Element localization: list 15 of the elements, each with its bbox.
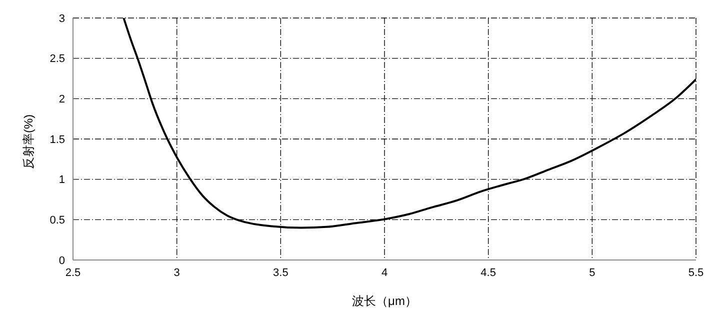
y-tick-label: 0.5 [50, 214, 65, 227]
x-tick-label: 4 [381, 266, 388, 279]
x-tick-label: 5 [589, 266, 596, 279]
x-axis-title: 波长（μm） [352, 294, 417, 308]
y-tick-label: 0 [58, 254, 65, 267]
x-tick-label: 3 [174, 266, 180, 279]
y-tick-label: 2.5 [50, 53, 65, 66]
x-tick-label: 3.5 [273, 266, 288, 279]
y-tick-label: 2 [58, 94, 65, 106]
x-tick-label: 4.5 [480, 266, 496, 279]
y-tick-label: 1 [58, 174, 65, 186]
x-tick-label: 5.5 [688, 266, 704, 279]
y-tick-label: 3 [58, 12, 65, 25]
y-tick-label: 1.5 [50, 134, 65, 146]
y-axis-title: 反射率(%) [21, 114, 36, 169]
